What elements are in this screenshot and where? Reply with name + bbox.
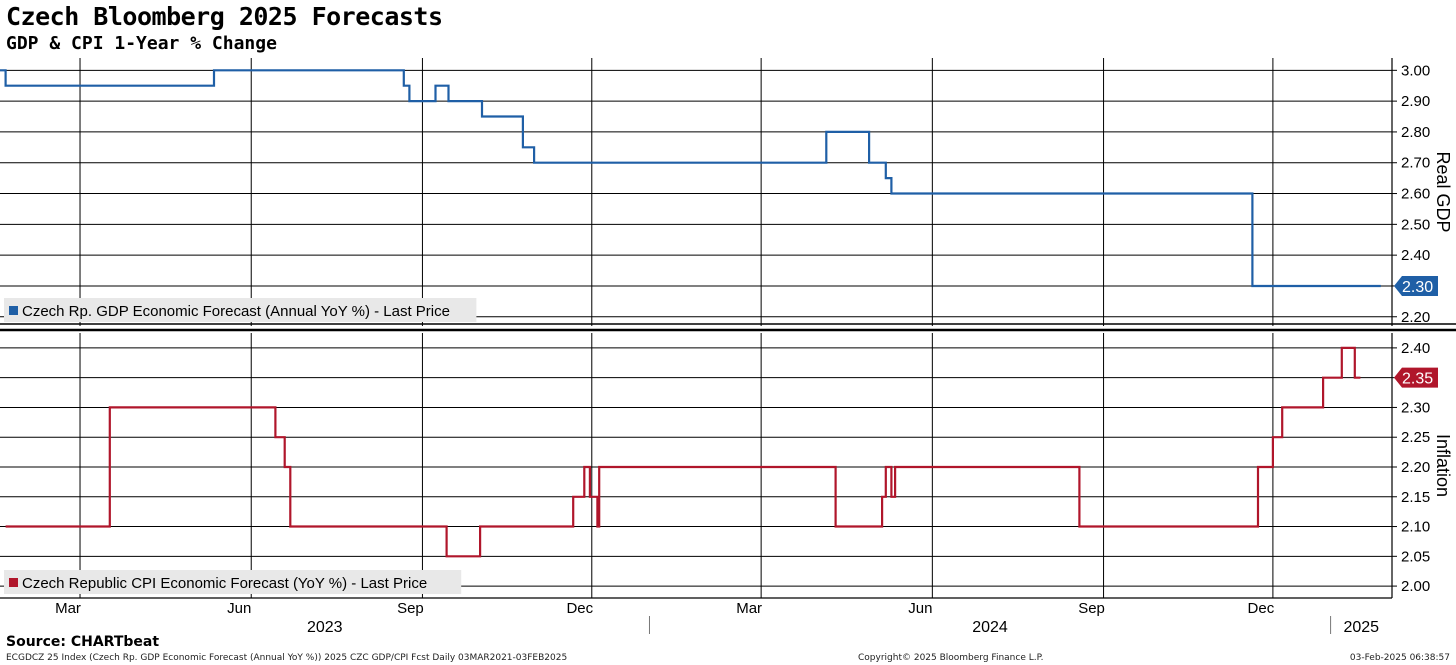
legend-swatch [9, 306, 18, 315]
legend-box [4, 298, 477, 322]
chart-title: Czech Bloomberg 2025 Forecasts [6, 2, 443, 31]
legend-box [4, 570, 462, 594]
x-year-label: 2024 [972, 619, 1008, 636]
chart-subtitle: GDP & CPI 1-Year % Change [6, 33, 277, 54]
y-tick-label: 2.20 [1401, 309, 1430, 326]
last-value-tag [1394, 367, 1438, 388]
footer-timestamp: 03-Feb-2025 06:38:57 [1349, 653, 1450, 663]
y-tick-label: 2.60 [1401, 186, 1430, 203]
legend-label: Czech Republic CPI Economic Forecast (Yo… [22, 575, 427, 592]
last-value-label: 2.30 [1402, 279, 1433, 296]
series-line [5, 346, 1361, 558]
x-month-label: Mar [55, 600, 81, 617]
y-tick-label: 2.90 [1401, 93, 1430, 110]
legend-label: Czech Rp. GDP Economic Forecast (Annual … [22, 303, 450, 320]
x-month-label: Dec [1248, 600, 1275, 617]
x-month-label: Mar [736, 600, 762, 617]
source-label: Source: CHARTbeat [6, 634, 160, 650]
x-month-label: Sep [1078, 600, 1105, 617]
footer-copyright: Copyright© 2025 Bloomberg Finance L.P. [858, 653, 1044, 663]
y-tick-label: 2.10 [1401, 519, 1430, 536]
y-tick-label: 2.40 [1401, 340, 1430, 357]
series-line [0, 69, 1381, 288]
last-value-tag [1394, 275, 1438, 296]
x-month-label: Dec [566, 600, 593, 617]
y-tick-label: 2.25 [1401, 429, 1430, 446]
y-tick-label: 2.50 [1401, 216, 1430, 233]
y-tick-label: 2.20 [1401, 459, 1430, 476]
y-tick-label: 2.70 [1401, 155, 1430, 172]
x-month-label: Jun [908, 600, 932, 617]
y-tick-label: 2.15 [1401, 489, 1430, 506]
y-tick-label: 2.30 [1401, 399, 1430, 416]
footer-index-info: ECGDCZ 25 Index (Czech Rp. GDP Economic … [6, 653, 568, 663]
x-month-label: Sep [397, 600, 424, 617]
y-tick-label: 3.00 [1401, 62, 1430, 79]
y-tick-label: 2.80 [1401, 124, 1430, 141]
y-tick-label: 2.40 [1401, 247, 1430, 264]
x-year-label: 2023 [307, 619, 343, 636]
x-month-label: Jun [227, 600, 251, 617]
last-value-label: 2.35 [1402, 371, 1433, 388]
y-tick-label: 2.00 [1401, 578, 1430, 595]
y-tick-label: 2.05 [1401, 548, 1430, 565]
x-year-label: 2025 [1343, 619, 1379, 636]
legend-swatch [9, 578, 18, 587]
y-axis-title: Real GDP [1433, 151, 1453, 232]
y-axis-title: Inflation [1433, 434, 1453, 497]
